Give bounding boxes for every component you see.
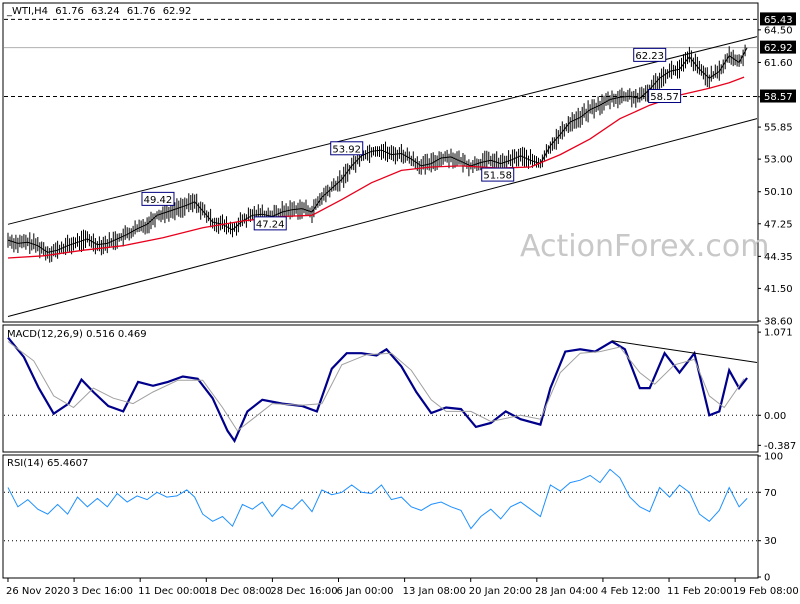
rsi-tick-label-1: 70 — [764, 488, 777, 499]
annotation-5: 58.57 — [648, 89, 682, 104]
price-tick-label-6: 47.25 — [764, 219, 793, 230]
annotation-3: 51.58 — [481, 167, 515, 182]
annotation-box-1 — [253, 216, 287, 231]
annotation-box-4 — [633, 47, 667, 62]
macd-trend-line — [611, 340, 758, 363]
price-axis-tags: 65.43 62.92 58.57 — [760, 12, 796, 103]
rsi-tick-label-0: 100 — [764, 452, 783, 463]
annotation-box-0 — [141, 191, 175, 206]
price-tick-label-5: 50.10 — [764, 187, 793, 198]
annotation-2: 53.92 — [330, 141, 364, 156]
price-tag-label-2: 58.57 — [764, 92, 793, 103]
time-tick-label-9: 4 Feb 12:00 — [601, 586, 660, 597]
time-tick-label-1: 3 Dec 16:00 — [72, 586, 133, 597]
macd-axis-ticks: 1.071 0.00 -0.387 — [758, 328, 796, 452]
rsi-tick-label-3: 0 — [764, 573, 770, 584]
moving-average-line — [7, 76, 745, 259]
annotation-box-3 — [481, 167, 515, 182]
annotation-0: 49.42 — [141, 191, 175, 206]
annotation-label-1: 47.24 — [256, 219, 285, 230]
price-axis-ticks: 64.5061.6058.5555.8553.0050.1047.2544.35… — [758, 25, 793, 328]
annotation-label-4: 62.23 — [635, 51, 664, 62]
macd-signal-line — [7, 341, 745, 432]
macd-tick-label-0: 1.071 — [764, 328, 793, 339]
macd-macd-line — [7, 336, 748, 444]
annotation-label-2: 53.92 — [332, 144, 361, 155]
price-series — [7, 44, 748, 263]
rsi-line — [7, 468, 748, 530]
price-tag-label-1: 62.92 — [764, 43, 793, 54]
rsi-series — [4, 468, 757, 542]
time-tick-label-3: 18 Dec 08:00 — [204, 586, 271, 597]
macd-tick-label-2: -0.387 — [764, 441, 796, 452]
price-tick-label-1: 61.60 — [764, 58, 793, 69]
rsi-panel-title: RSI(14) 65.4607 — [7, 458, 88, 469]
price-tag-label-0: 65.43 — [764, 15, 793, 26]
annotation-4: 62.23 — [633, 47, 667, 62]
time-tick-label-4: 28 Dec 16:00 — [270, 586, 337, 597]
time-tick-label-2: 11 Dec 00:00 — [138, 586, 205, 597]
time-tick-label-7: 20 Jan 20:00 — [469, 586, 532, 597]
time-tick-label-11: 19 Feb 08:00 — [733, 586, 799, 597]
price-tag-box-0 — [760, 12, 796, 26]
ohlc-open: 61.76 — [55, 6, 84, 17]
price-reference-lines — [4, 18, 757, 98]
price-tick-label-4: 53.00 — [764, 155, 793, 166]
price-panel-title: _WTI,H4 61.76 63.24 61.76 62.92 — [6, 6, 191, 17]
macd-panel-title: MACD(12,26,9) 0.516 0.469 — [7, 329, 147, 340]
price-annotations: 49.42 47.24 53.92 51.58 62.23 58.57 — [141, 47, 682, 231]
price-tick-label-0: 64.50 — [764, 25, 793, 36]
annotation-label-0: 49.42 — [144, 195, 173, 206]
annotation-label-3: 51.58 — [483, 171, 512, 182]
moving-average — [7, 76, 745, 259]
channel-lower-line — [7, 118, 758, 317]
price-tick-label-7: 44.35 — [764, 252, 793, 263]
channel-upper-line — [7, 36, 758, 225]
time-tick-label-8: 28 Jan 04:00 — [535, 586, 598, 597]
ohlc-close: 62.92 — [163, 6, 192, 17]
annotation-1: 47.24 — [253, 216, 287, 231]
ohlc-high: 63.24 — [91, 6, 120, 17]
price-tick-label-9: 38.60 — [764, 317, 793, 328]
macd-panel-frame — [2, 324, 759, 453]
time-tick-label-0: 26 Nov 2020 — [6, 586, 70, 597]
price-tick-label-3: 55.85 — [764, 123, 793, 134]
symbol-label: _WTI,H4 — [6, 6, 48, 17]
ohlc-low: 61.76 — [127, 6, 156, 17]
macd-tick-label-1: 0.00 — [764, 411, 786, 422]
price-channel — [7, 36, 758, 317]
time-tick-label-6: 13 Jan 08:00 — [403, 586, 466, 597]
time-tick-label-5: 6 Jan 00:00 — [337, 586, 394, 597]
rsi-tick-label-2: 30 — [764, 536, 777, 547]
price-tag-box-1 — [760, 40, 796, 54]
watermark-text: ActionForex.com — [520, 229, 769, 264]
rsi-axis-ticks: 100 70 30 0 — [758, 452, 783, 584]
price-tick-label-8: 41.50 — [764, 284, 793, 295]
annotation-box-2 — [330, 141, 364, 156]
rsi-panel-frame — [2, 454, 759, 579]
time-tick-label-10: 11 Feb 20:00 — [667, 586, 733, 597]
macd-series — [4, 336, 758, 444]
price-panel-frame — [2, 2, 759, 323]
annotation-box-5 — [648, 89, 682, 104]
annotation-label-5: 58.57 — [650, 92, 679, 103]
price-tag-box-2 — [760, 89, 796, 103]
price-line — [7, 47, 748, 253]
